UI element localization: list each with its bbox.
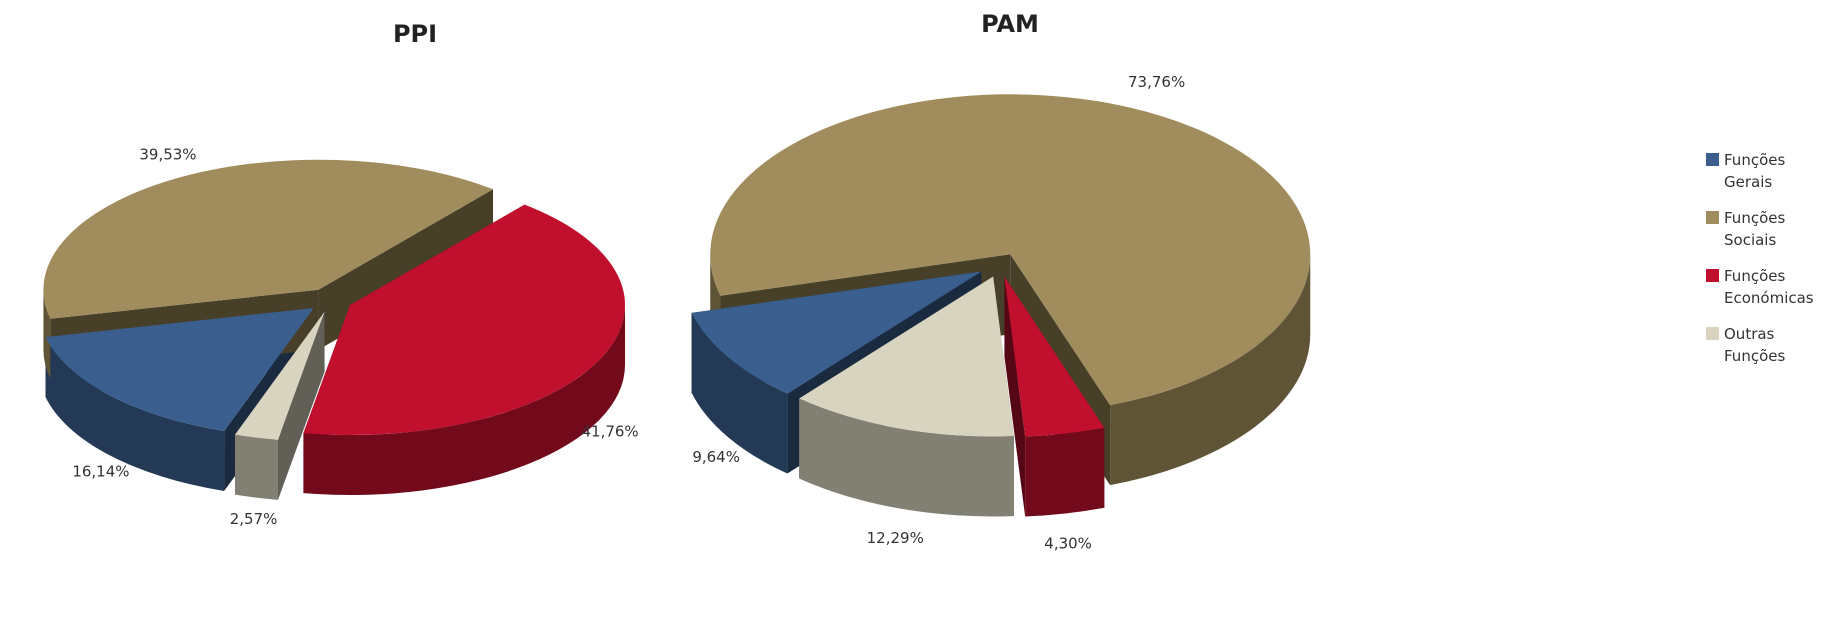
slice [1004,276,1105,437]
data-label: 2,57% [230,510,278,528]
legend-swatch [1706,211,1719,224]
data-label: 73,76% [1128,73,1185,91]
data-label: 4,30% [1044,535,1092,553]
legend-label: Funções Económicas [1724,267,1814,307]
chart-title: PPI [393,20,437,48]
legend-label: Funções Gerais [1724,151,1785,191]
pie [43,159,626,500]
slice-wall [799,398,1014,517]
slice-wall [45,337,225,492]
slice-side [1004,276,1026,517]
data-label: 41,76% [581,422,638,440]
legend-swatch [1706,269,1719,282]
legend-label: Funções Sociais [1724,209,1785,249]
legend-swatch [1706,327,1719,340]
slice [43,159,494,319]
chart-title: PAM [981,10,1039,38]
data-label: 9,64% [692,448,740,466]
slice [691,271,982,394]
slice-wall [691,312,788,474]
slice [303,204,626,436]
legend-swatch [1706,153,1719,166]
slice [710,94,1311,406]
slice-wall [303,305,626,496]
legend: Funções Gerais Funções Sociais Funções Económ… [1706,151,1814,365]
pie [691,94,1311,517]
slice-wall [235,434,278,500]
slice [235,311,325,440]
data-label: 39,53% [139,146,196,164]
slice [799,276,1014,437]
slice-wall [43,289,51,379]
slice-wall [1025,427,1105,517]
data-label: 12,29% [867,529,924,547]
slice-wall [1110,254,1311,486]
legend-label: Outras Funções [1724,325,1785,365]
data-label: 16,14% [72,463,129,481]
slice [45,308,314,432]
